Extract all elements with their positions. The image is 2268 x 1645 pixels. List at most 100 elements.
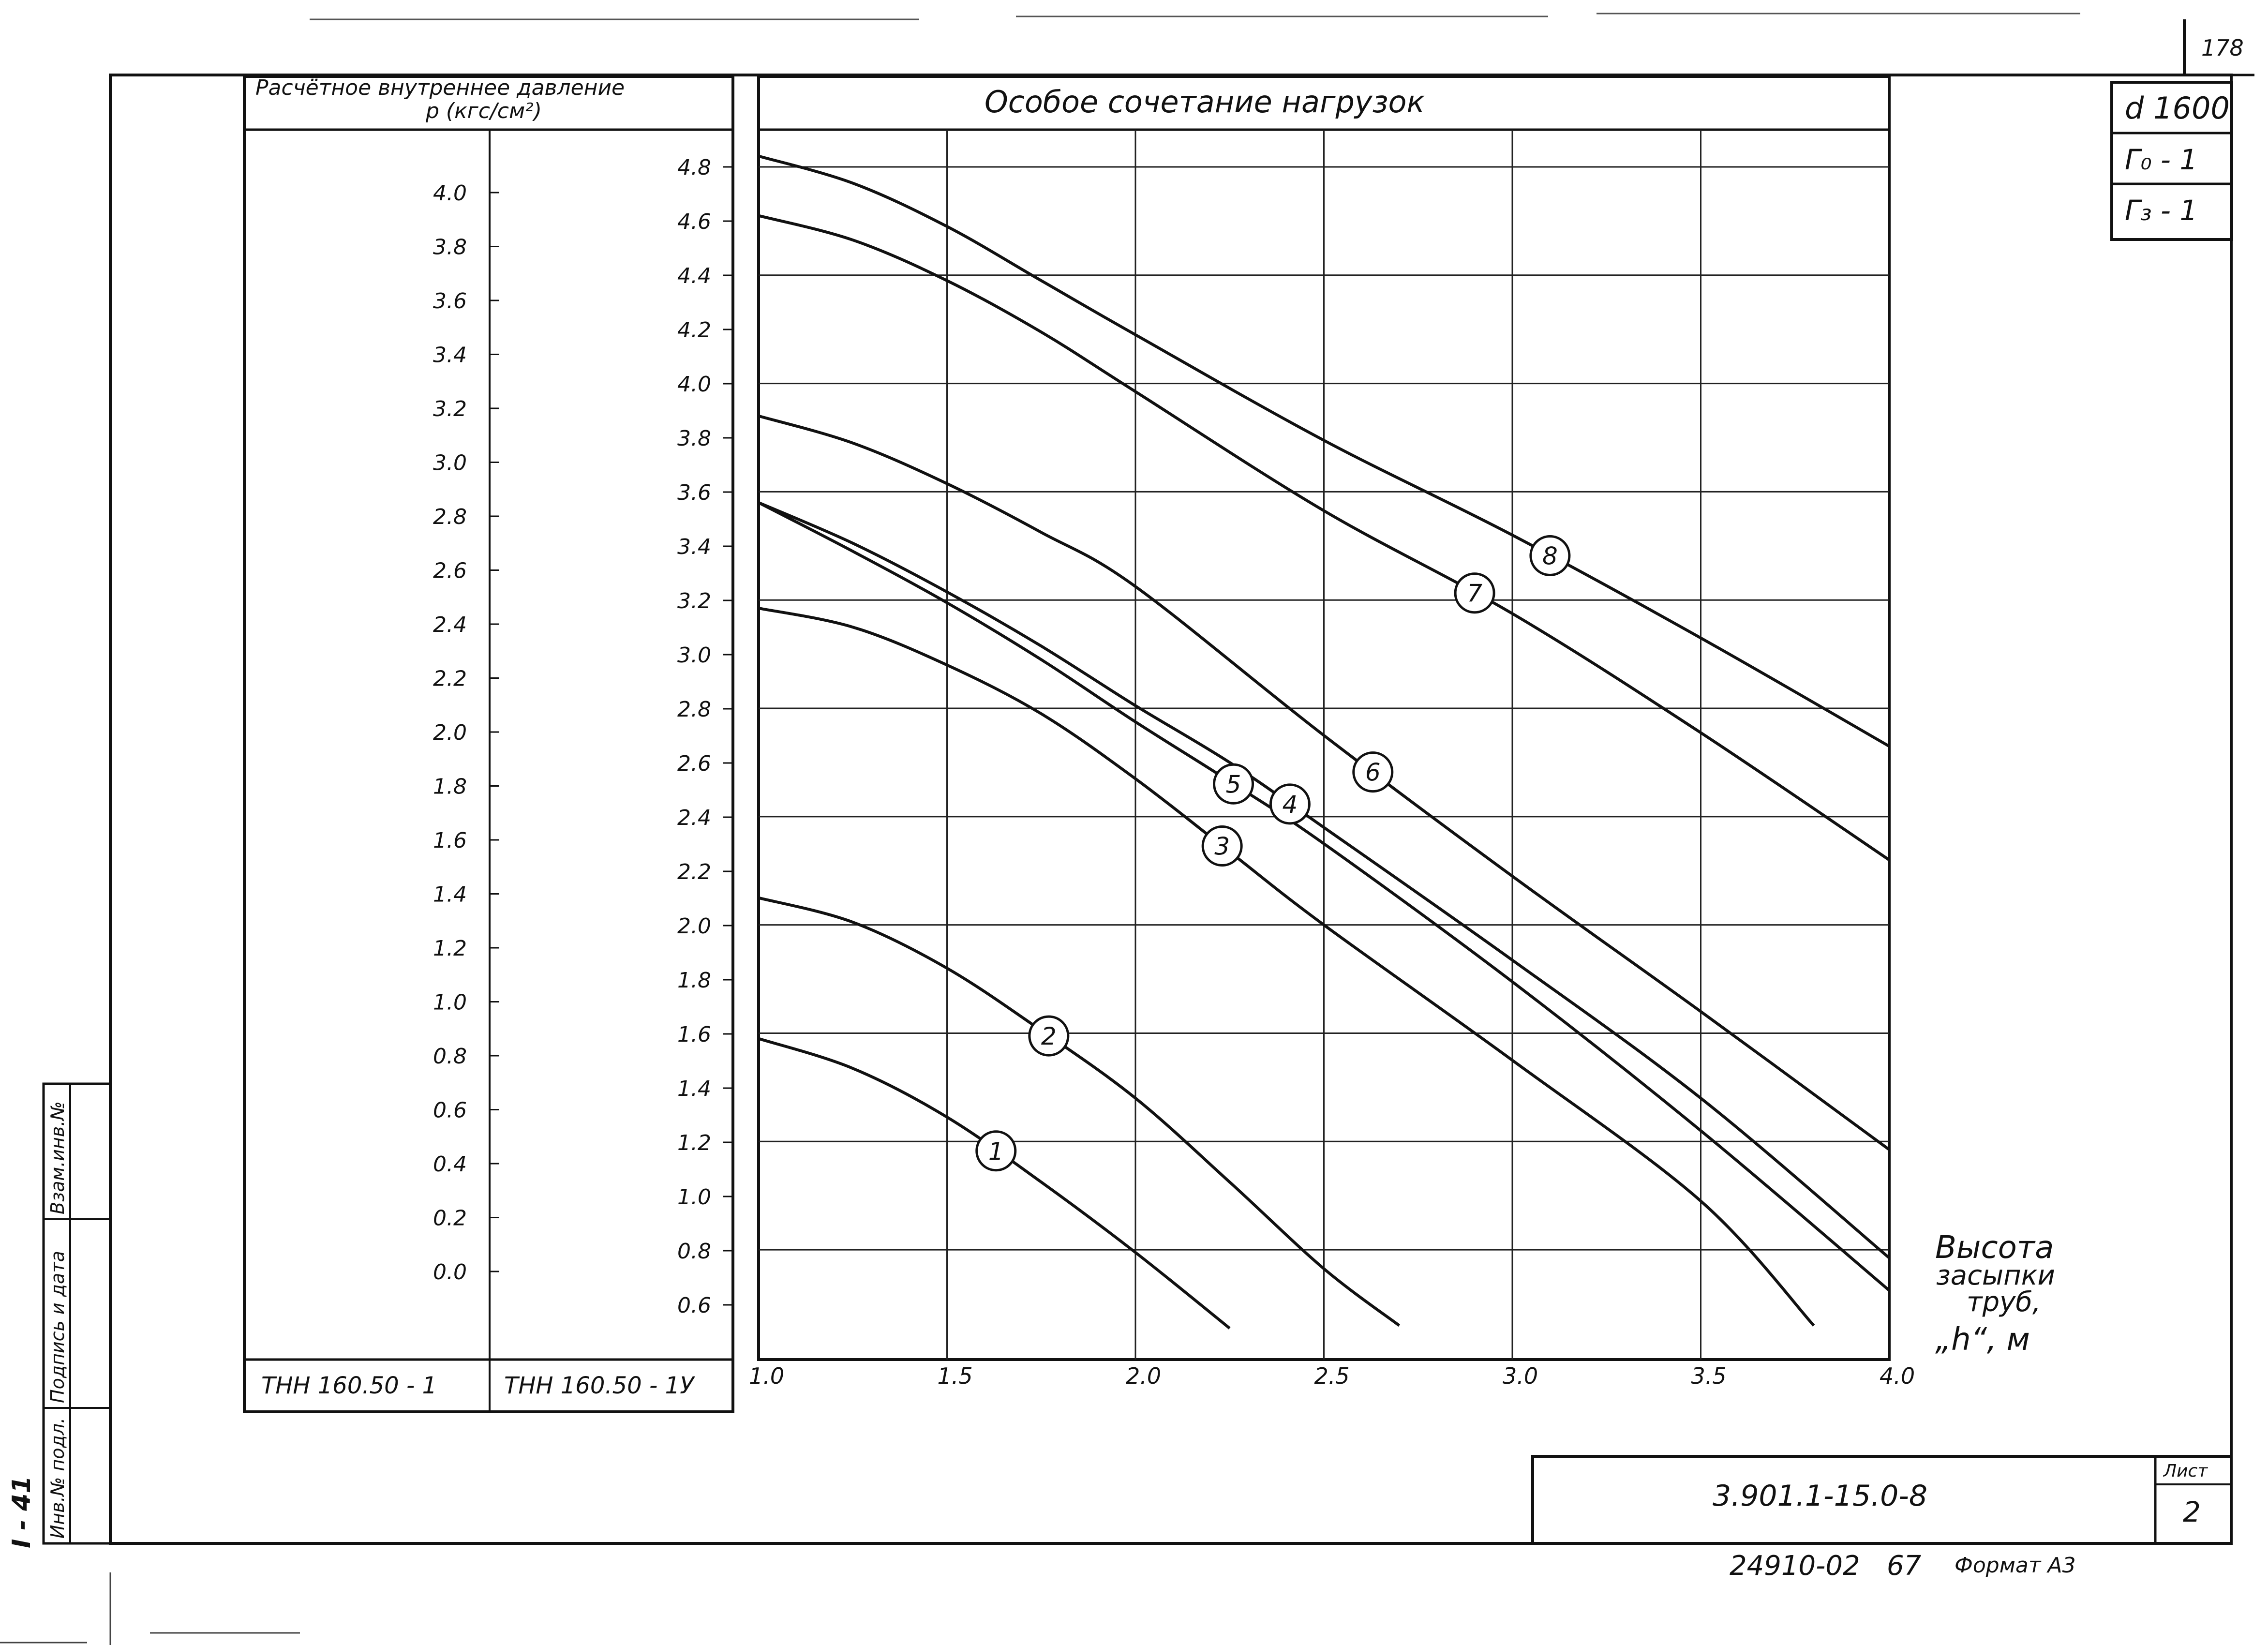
right-tick-label: 0.8 — [677, 1239, 711, 1264]
left-tick-label: 1.2 — [433, 936, 467, 961]
left-tick-label: 2.0 — [433, 720, 467, 745]
curve-label-circle — [975, 1130, 1017, 1172]
x-tick-label: 1.5 — [938, 1363, 973, 1389]
left-footer: ТНН 160.50 - 1 — [261, 1372, 437, 1399]
x-tick-label: 4.0 — [1880, 1363, 1915, 1389]
right-tick-label: 2.2 — [677, 860, 711, 884]
x-tick-label: 3.0 — [1503, 1363, 1538, 1389]
format-label: Формат А3 — [1955, 1553, 2076, 1578]
list-number: 2 — [2183, 1495, 2201, 1528]
curve-label: 7 — [1467, 580, 1482, 608]
list-label: Лист — [2163, 1461, 2208, 1481]
left-tick-label: 2.6 — [433, 559, 467, 583]
curve-8 — [758, 154, 1890, 748]
x-tick-labels: 1.0 1.5 2.0 2.5 3.0 3.5 4.0 — [749, 1363, 1915, 1389]
curve-label-circle — [1201, 825, 1243, 867]
side-column-replace: Взам.инв.№ — [47, 1101, 68, 1214]
x-tick-label: 2.0 — [1126, 1363, 1161, 1389]
x-axis-label-line3: труб, — [1967, 1286, 2041, 1318]
right-tick-label: 2.8 — [677, 697, 711, 722]
right-tick-label: 4.4 — [677, 264, 711, 288]
left-tick-label: 1.8 — [433, 775, 467, 799]
bottom-codes: 24910-02 67 Формат А3 — [1730, 1550, 2076, 1582]
sheet-frame — [109, 74, 2233, 1545]
right-tick-label: 4.2 — [677, 318, 711, 343]
right-tick-label: 3.8 — [677, 426, 711, 451]
curve-label: 1 — [988, 1137, 1004, 1166]
right-tick-label: 2.0 — [677, 914, 711, 939]
left-tick-label: 0.8 — [433, 1044, 467, 1069]
x-tick-label: 2.5 — [1314, 1363, 1350, 1389]
right-tick-label: 4.8 — [677, 155, 711, 180]
x-axis-label-line1: Высота — [1935, 1230, 2054, 1266]
left-pressure-ticks: 4.0 3.8 3.6 3.4 3.2 3.0 2.8 2.6 2.4 2.2 2.0 1.8 1.6 1… — [433, 181, 499, 1285]
curve-label: 6 — [1365, 759, 1381, 787]
curve-label-circle — [1454, 572, 1495, 614]
title-block: 3.901.1-15.0-8 Лист 2 — [1531, 1455, 2233, 1545]
right-pressure-ticks: 4.8 4.6 4.4 4.2 4.0 3.8 3.6 3.4 3.2 3.0 2.8 2.6 2.4 2… — [677, 155, 733, 1318]
x-tick-label: 3.5 — [1691, 1363, 1727, 1389]
x-axis-label-line2: засыпки — [1936, 1260, 2055, 1291]
bottom-code: 24910-02 — [1730, 1550, 1860, 1582]
left-tick-label: 1.4 — [433, 882, 467, 907]
left-tick-label: 0.4 — [433, 1152, 467, 1177]
right-tick-label: 3.4 — [677, 535, 711, 559]
right-tick-label: 1.6 — [677, 1022, 711, 1047]
curve-label: 4 — [1282, 791, 1298, 819]
pressure-header-line1: Расчётное внутреннее давление — [255, 75, 625, 100]
stamp-line-2: Г₀ - 1 — [2125, 143, 2197, 176]
curve-7 — [758, 214, 1890, 861]
x-axis-label-line4: „h“, м — [1935, 1322, 2030, 1358]
right-footer: ТНН 160.50 - 1У — [504, 1372, 695, 1399]
left-tick-label: 0.6 — [433, 1098, 467, 1123]
curve-label: 3 — [1214, 833, 1230, 861]
left-tick-label: 3.8 — [433, 235, 467, 260]
curve-label-circle — [1213, 763, 1254, 805]
curve-2 — [758, 896, 1401, 1327]
page-number-box: 178 — [2183, 19, 2254, 76]
curve-label-circle — [1028, 1015, 1070, 1057]
left-tick-label: 3.4 — [433, 343, 467, 368]
right-tick-label: 1.4 — [677, 1077, 711, 1101]
curve-label-circle — [1352, 751, 1394, 793]
left-tick-label: 4.0 — [433, 181, 467, 206]
document-code: 3.901.1-15.0-8 — [1713, 1479, 1927, 1513]
right-tick-label: 2.4 — [677, 806, 711, 830]
left-tick-label: 2.2 — [433, 667, 467, 691]
curve-label: 2 — [1041, 1022, 1057, 1050]
page-number: 178 — [2201, 35, 2244, 61]
x-axis-label: Высота засыпки труб, „h“, м — [1935, 1230, 2055, 1358]
side-stamp: Инв.№ подл. Подпись и дата Взам.инв.№ I … — [7, 1082, 112, 1549]
right-tick-label: 3.0 — [677, 643, 711, 668]
corner-stamp: d 1600 Г₀ - 1 Г₃ - 1 — [2110, 81, 2233, 241]
left-tick-label: 2.4 — [433, 613, 467, 637]
side-column-sign: Подпись и дата — [47, 1251, 68, 1403]
chart-title: Особое сочетание нагрузок — [985, 84, 1425, 120]
stamp-line-3: Г₃ - 1 — [2125, 194, 2197, 227]
right-tick-label: 0.6 — [677, 1293, 711, 1318]
curve-3 — [758, 607, 1815, 1327]
side-column-inv: Инв.№ подл. — [47, 1418, 68, 1539]
curve-labels: 1 2 3 4 5 6 7 8 — [975, 535, 1571, 1172]
curve-label-circle — [1269, 783, 1311, 825]
right-tick-label: 1.2 — [677, 1131, 711, 1155]
pressure-scale-table: Расчётное внутреннее давление p (кгс/см²… — [243, 75, 734, 1413]
right-tick-label: 3.6 — [677, 480, 711, 505]
curve-6 — [758, 414, 1890, 1151]
top-scan-lines — [310, 13, 2080, 20]
pressure-header-line2: p (кгс/см²) — [425, 99, 542, 123]
curve-label-circle — [1529, 535, 1571, 576]
left-tick-label: 3.2 — [433, 397, 467, 421]
left-tick-label: 2.8 — [433, 505, 467, 529]
right-tick-label: 3.2 — [677, 589, 711, 613]
right-tick-label: 1.0 — [677, 1185, 711, 1210]
left-tick-label: 0.0 — [433, 1260, 467, 1285]
left-tick-label: 0.2 — [433, 1206, 467, 1231]
left-tick-label: 1.6 — [433, 828, 467, 853]
x-tick-label: 1.0 — [749, 1363, 784, 1389]
side-mark: I - 41 — [7, 1476, 36, 1549]
chart-curves — [758, 154, 1890, 1330]
left-tick-label: 3.6 — [433, 289, 467, 314]
left-tick-label: 1.0 — [433, 990, 467, 1015]
